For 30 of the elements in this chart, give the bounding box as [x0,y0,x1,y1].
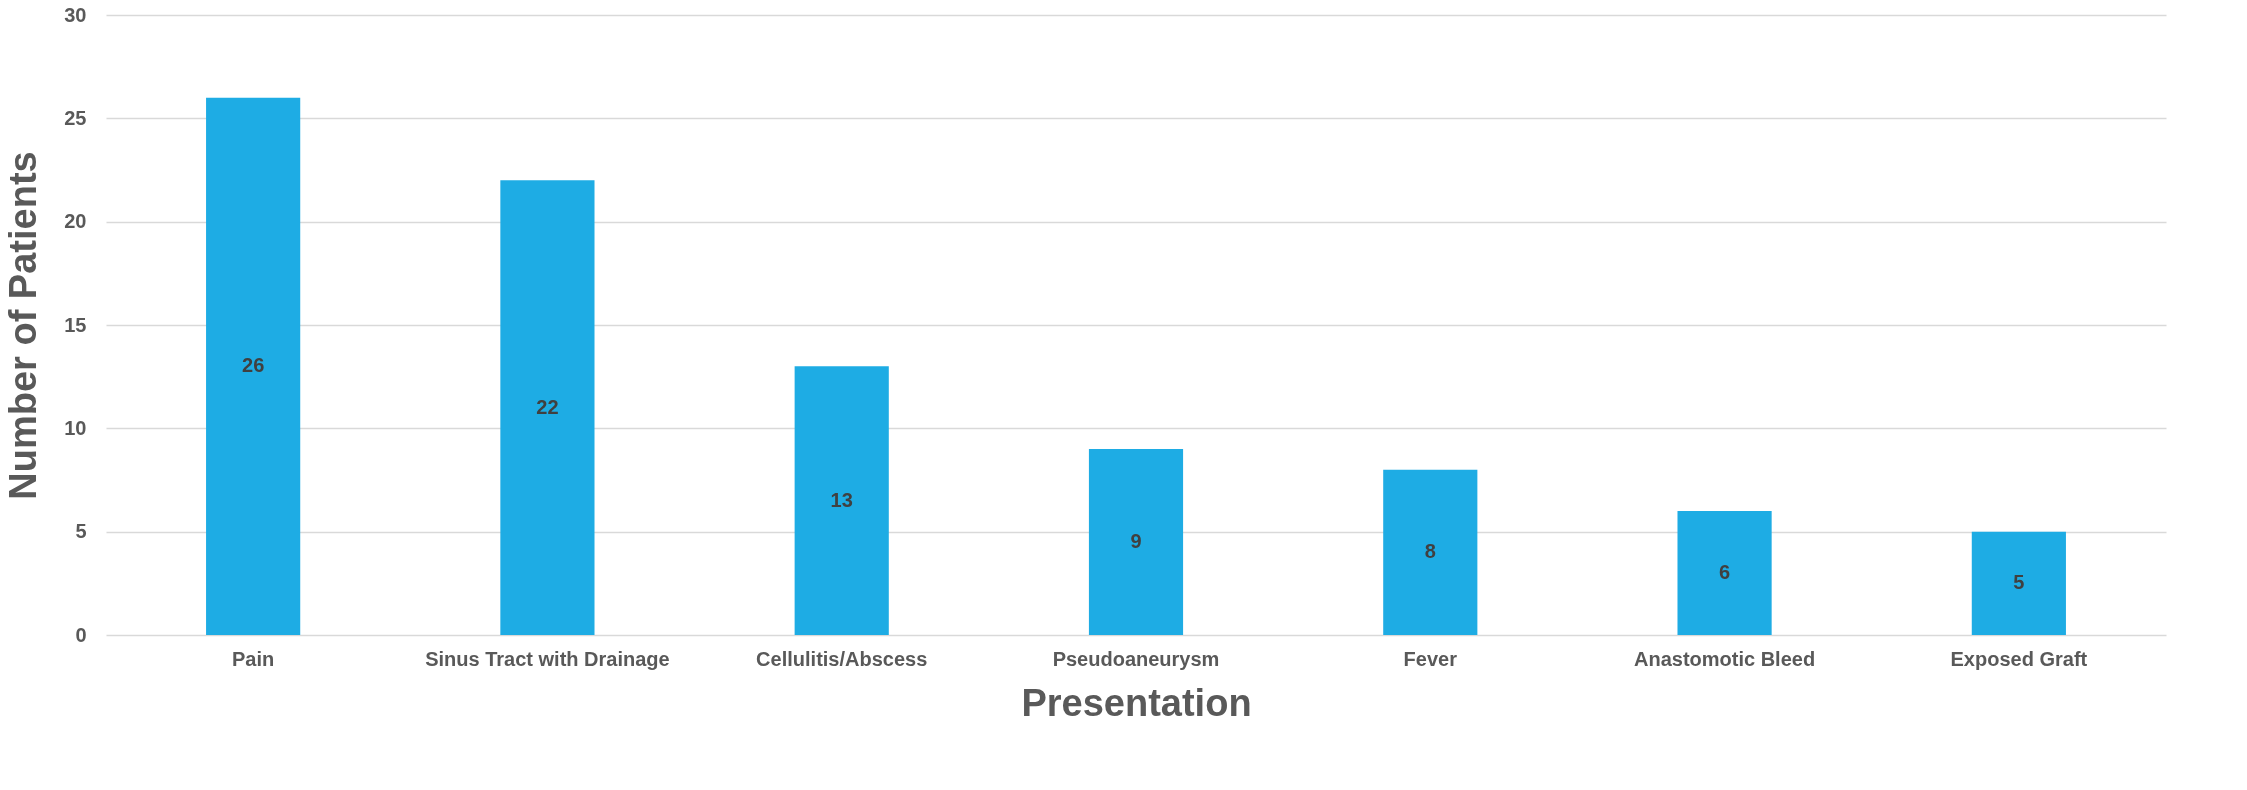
x-axis-title: Presentation [1021,681,1252,724]
y-axis-title: Number of Patients [2,151,45,500]
x-tick-label: Exposed Graft [1950,647,2088,670]
x-tick-label: Sinus Tract with Drainage [425,647,670,670]
y-tick-label: 20 [64,210,87,233]
data-label: 26 [242,354,265,377]
y-tick-label: 0 [75,623,87,646]
data-label: 22 [536,395,559,418]
y-tick-label: 10 [64,416,87,439]
data-label: 5 [2013,571,2025,594]
y-tick-label: 25 [64,106,87,129]
x-tick-label: Cellulitis/Abscess [756,647,928,670]
bar [500,180,595,635]
data-label: 6 [1719,561,1731,583]
bar [1677,511,1772,635]
x-tick-label: Anastomotic Bleed [1633,647,1816,670]
y-tick-label: 15 [64,313,87,336]
bar [206,97,301,635]
bar [1971,531,2066,635]
bar [1383,469,1478,635]
y-tick-label: 30 [64,3,87,26]
y-tick-label: 5 [75,520,87,543]
x-tick-label: Pseudoaneurysm [1052,647,1220,670]
bar [1088,449,1184,635]
data-label: 8 [1424,540,1436,563]
data-label: 13 [830,488,853,511]
x-tick-label: Fever [1403,647,1458,670]
data-label: 9 [1130,530,1142,552]
bar [794,366,889,635]
x-tick-label: Pain [232,647,275,670]
